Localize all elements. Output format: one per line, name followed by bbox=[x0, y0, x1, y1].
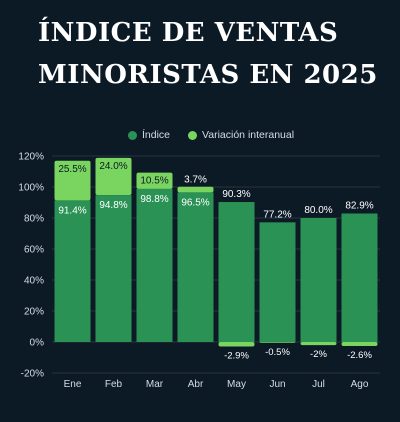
y-tick-label: 20% bbox=[24, 307, 44, 318]
bar-yoy bbox=[136, 172, 173, 189]
x-tick-label: Abr bbox=[188, 379, 204, 390]
legend-item-index[interactable]: Índice bbox=[128, 129, 170, 141]
bar-index bbox=[177, 192, 214, 342]
x-tick-label: Ene bbox=[64, 379, 82, 390]
y-tick-label: 0% bbox=[30, 338, 45, 349]
data-label-yoy: -2% bbox=[310, 349, 327, 360]
bar-index bbox=[300, 218, 337, 342]
data-label-yoy: -0.5% bbox=[265, 347, 290, 358]
data-label-yoy: -2.6% bbox=[347, 350, 372, 361]
chart-legend: Índice Variación interanual bbox=[128, 129, 294, 141]
bar-index bbox=[54, 200, 91, 342]
data-label-index: 91.4% bbox=[58, 205, 86, 216]
data-label-yoy: 24.0% bbox=[99, 161, 127, 172]
y-tick-label: 80% bbox=[24, 214, 44, 225]
bar-yoy bbox=[54, 160, 91, 201]
legend-label-index: Índice bbox=[142, 129, 171, 141]
bar-yoy bbox=[300, 342, 337, 346]
x-tick-label: May bbox=[227, 379, 246, 390]
x-tick-label: Jun bbox=[269, 379, 285, 390]
bar-index bbox=[218, 202, 255, 342]
bar-yoy bbox=[177, 186, 214, 193]
data-label-index: 90.3% bbox=[222, 189, 250, 200]
bar-yoy bbox=[341, 342, 378, 347]
y-tick-label: 100% bbox=[18, 183, 44, 194]
data-label-yoy: -2.9% bbox=[224, 350, 249, 361]
legend-swatch-yoy bbox=[188, 130, 198, 140]
legend-label-yoy: Variación interanual bbox=[202, 129, 295, 141]
data-label-index: 94.8% bbox=[99, 200, 127, 211]
x-tick-label: Ago bbox=[351, 379, 369, 390]
data-label-yoy: 3.7% bbox=[184, 175, 207, 186]
x-tick-label: Jul bbox=[312, 379, 325, 390]
data-label-index: 98.8% bbox=[140, 194, 168, 205]
y-tick-label: 60% bbox=[24, 245, 44, 256]
bar-index bbox=[136, 188, 173, 342]
legend-swatch-index bbox=[128, 130, 137, 140]
bar-index bbox=[259, 222, 296, 342]
data-label-index: 96.5% bbox=[181, 197, 209, 208]
bar-yoy bbox=[95, 157, 132, 196]
data-label-index: 82.9% bbox=[345, 201, 373, 212]
bar-index bbox=[95, 195, 132, 342]
legend-item-yoy[interactable]: Variación interanual bbox=[188, 129, 294, 141]
y-tick-label: 40% bbox=[24, 276, 44, 287]
data-label-yoy: 10.5% bbox=[140, 176, 168, 187]
bar-yoy bbox=[218, 342, 255, 347]
bar-index bbox=[341, 213, 378, 342]
y-tick-label: 120% bbox=[18, 152, 44, 163]
bar-yoy bbox=[259, 342, 296, 343]
x-tick-label: Feb bbox=[105, 379, 123, 390]
y-tick-label: -20% bbox=[21, 369, 44, 380]
page-title: ÍNDICE DE VENTAS MINORISTAS EN 2025 bbox=[38, 18, 378, 90]
data-label-yoy: 25.5% bbox=[58, 164, 86, 175]
data-label-index: 80.0% bbox=[304, 205, 332, 216]
x-tick-label: Mar bbox=[146, 379, 164, 390]
data-label-index: 77.2% bbox=[263, 209, 291, 220]
